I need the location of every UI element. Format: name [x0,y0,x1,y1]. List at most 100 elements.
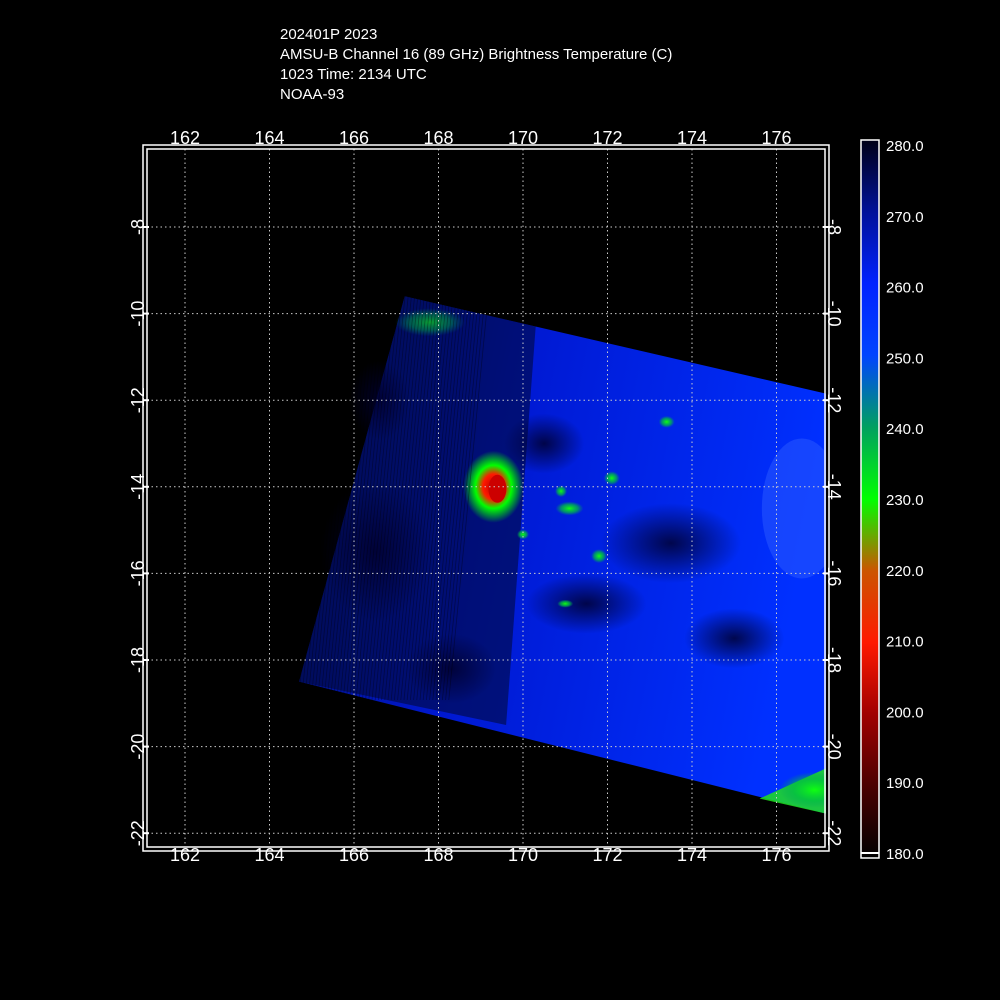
colorbar-label: 190.0 [886,775,924,792]
scan-line [333,289,374,701]
scan-line [346,289,387,701]
lat-label-left: -20 [128,734,148,760]
convection-corner-glow [779,771,826,808]
scan-line [330,289,371,701]
plot-frame-inner [146,148,826,848]
colorbar-label: 200.0 [886,704,924,721]
lon-label-top: 174 [677,128,707,148]
lat-label-left: -16 [128,560,148,586]
scan-line [298,289,339,701]
cold-patch-6 [684,608,785,669]
lat-label-right: -12 [824,387,844,413]
product-title: AMSU-B Channel 16 (89 GHz) Brightness Te… [280,46,673,63]
lon-tick-labels-bottom: 162 164 166 168 170 172 174 176 [170,845,792,865]
convective-cell-6 [557,599,574,608]
lon-label-top: 166 [339,128,369,148]
lat-label-right: -18 [824,647,844,673]
scan-line [355,289,397,701]
scan-line [282,289,323,701]
scan-line [438,289,480,701]
lon-label-top: 164 [254,128,284,148]
lon-label-bottom: 170 [508,845,538,865]
lon-label-bottom: 166 [339,845,369,865]
scan-line [413,289,454,701]
cold-patch-1 [406,633,497,704]
scan-line [288,289,330,701]
scan-line [304,289,346,701]
scan-line [326,289,368,701]
scan-line [362,289,403,701]
scan-line [394,289,435,701]
scan-line [390,289,432,701]
scan-line [269,289,310,701]
scan-line [291,289,333,701]
scan-line [323,289,365,701]
scan-line [432,289,474,701]
scan-line [374,289,416,701]
colorbar-label: 220.0 [886,563,924,580]
title-block: 202401P 2023 AMSU-B Channel 16 (89 GHz) … [280,25,672,105]
lat-label-left: -10 [128,301,148,327]
satellite-swath [259,289,826,814]
colorbar-label: 270.0 [886,209,924,226]
lat-tick-labels-right: -8 -10 -12 -14 -16 -18 -20 -22 [823,219,844,846]
lon-label-top: 172 [592,128,622,148]
lon-label-bottom: 174 [677,845,707,865]
lon-label-bottom: 162 [170,845,200,865]
scan-line [275,289,317,701]
scan-line [368,289,410,701]
cold-patch-4 [600,503,741,584]
lon-label-top: 176 [761,128,791,148]
colorbar-label: 260.0 [886,280,924,297]
scan-line [259,289,301,701]
colorbar-label: 280.0 [886,138,924,155]
scan-line [371,289,413,701]
scan-line [397,289,438,701]
colorbar-ramp [860,139,880,859]
lat-label-left: -14 [128,474,148,500]
lat-label-left: -18 [128,647,148,673]
lon-label-bottom: 168 [423,845,453,865]
scan-line [310,289,352,701]
scan-line [426,289,467,701]
lat-label-right: -16 [824,560,844,586]
scan-line [419,289,461,701]
scan-line [378,289,419,701]
storm-core [488,474,507,503]
scan-line [266,289,307,701]
lat-label-left: -12 [128,387,148,413]
scan-line [442,289,483,701]
time-label: 1023 Time: 2134 UTC [280,66,427,83]
colorbar-label: 230.0 [886,492,924,509]
convective-cell-2 [591,549,608,564]
scan-line [352,289,394,701]
lon-tick-labels-top: 162 164 166 168 170 172 174 176 [170,128,792,148]
scan-line [365,289,406,701]
satellite-label: NOAA-93 [280,86,345,103]
lat-lon-grid [147,149,825,847]
cold-patch-0 [320,481,431,622]
cold-patch-3 [504,413,585,474]
scan-line [384,289,426,701]
convective-cell-0 [555,501,584,516]
lat-label-right: -8 [824,219,844,235]
scan-line [406,289,448,701]
lat-label-right: -14 [824,474,844,500]
scan-line [272,289,314,701]
scan-line [400,289,442,701]
convective-cell-5 [517,529,529,540]
lat-label-left: -22 [128,820,148,846]
cold-patch-5 [349,360,410,441]
lat-label-left: -8 [128,219,148,235]
colorbar-labels: 280.0 270.0 260.0 250.0 240.0 230.0 220.0 210.0… [886,138,924,863]
colorbar-label: 250.0 [886,350,924,367]
scan-line [278,289,320,701]
lat-label-right: -20 [824,734,844,760]
lon-label-bottom: 164 [254,845,284,865]
colorbar: 280.0 270.0 260.0 250.0 240.0 230.0 220.0 210.0… [860,138,924,863]
lat-label-right: -22 [824,820,844,846]
scan-line [435,289,477,701]
scan-line [387,289,429,701]
scan-line [301,289,342,701]
colorbar-label: 210.0 [886,634,924,651]
